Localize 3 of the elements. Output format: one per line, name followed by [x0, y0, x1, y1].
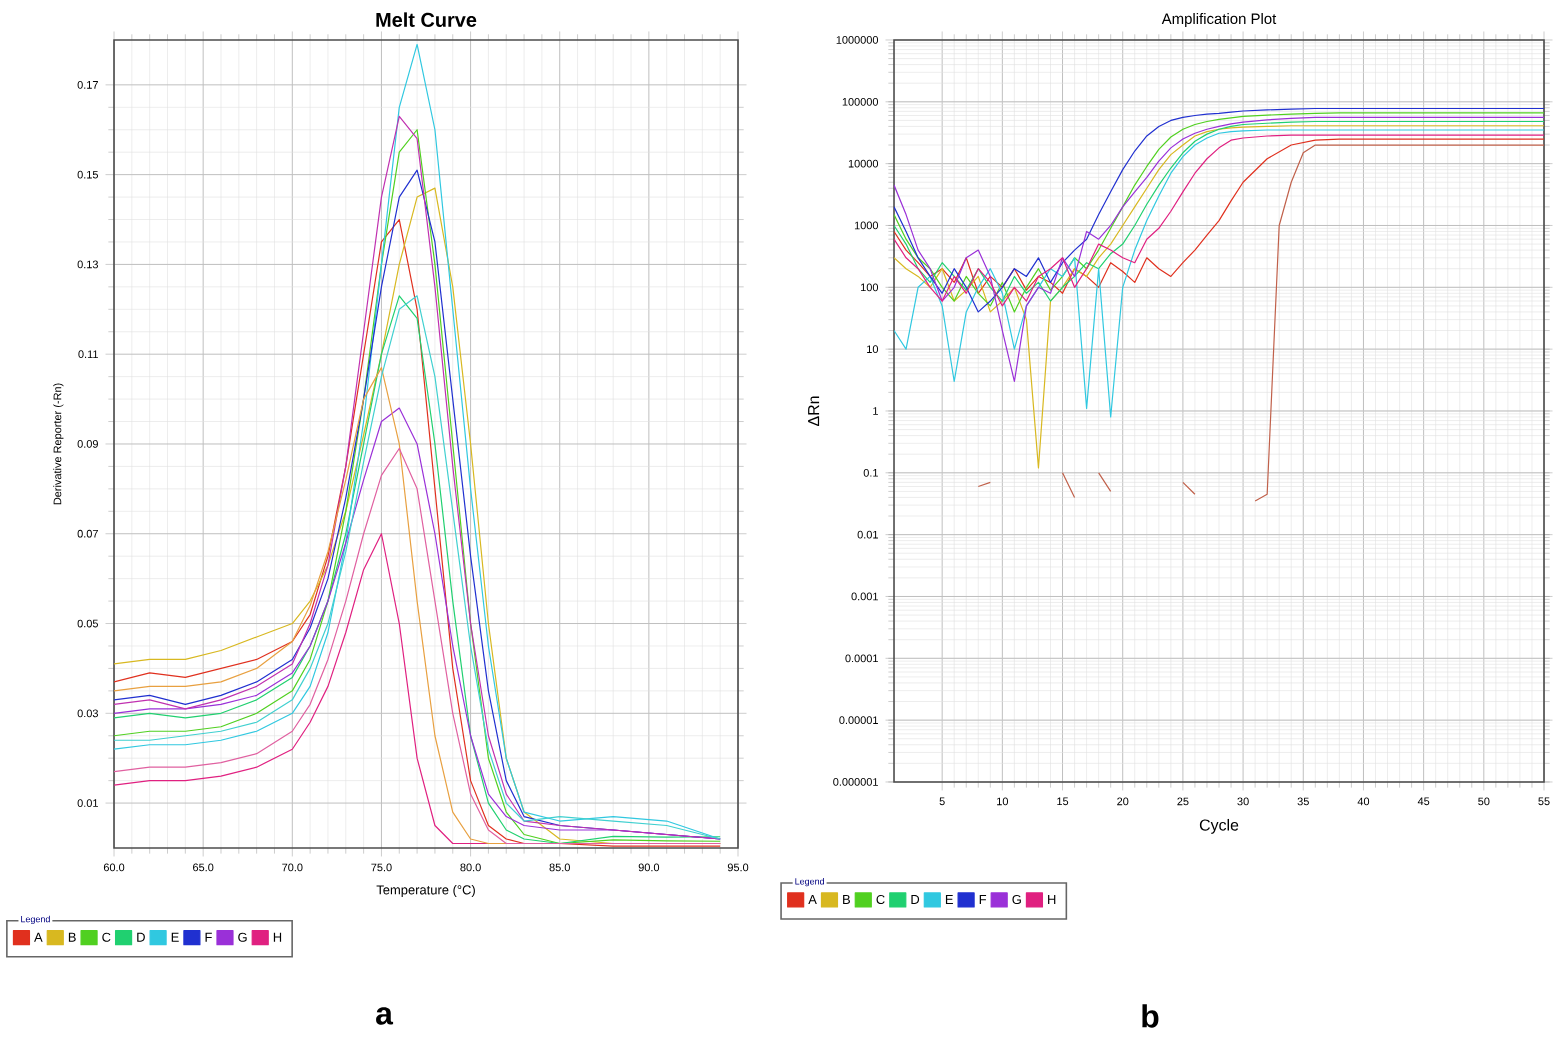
text: a — [376, 1007, 394, 1025]
text: b — [1142, 1004, 1159, 1028]
chart-title: Melt Curve — [376, 12, 477, 27]
